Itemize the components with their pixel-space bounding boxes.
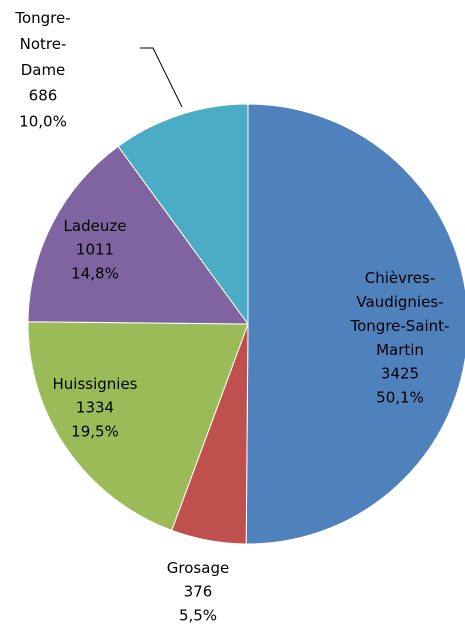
slices [27,103,465,545]
slice-label-percent: 14,8% [71,265,119,283]
slice-label-value: 376 [184,583,213,601]
leader-line [140,47,183,108]
slice-label-name: Chièvres-Vaudignies-Tongre-Saint-Martin [350,269,450,359]
pie-slice [117,103,249,326]
slice-label-name: Tongre-Notre-Dame [14,9,70,79]
slice-label-percent: 19,5% [71,423,119,441]
slice-label-name: Grosage [167,559,229,577]
slice-label-name: Huissignies [53,375,138,393]
slice-label-percent: 5,5% [179,607,217,625]
slice-label-value: 1011 [76,241,114,259]
slice-label-value: 686 [29,87,58,105]
slice-label-percent: 10,0% [19,113,67,131]
slice-label-name: Ladeuze [64,217,127,235]
pie-slice [27,321,249,531]
slice-label-value: 1334 [76,399,114,417]
pie-slice [27,145,249,325]
slice-label-percent: 50,1% [376,389,424,407]
pie-slice [245,103,465,545]
slice-label-value: 3425 [381,365,419,383]
